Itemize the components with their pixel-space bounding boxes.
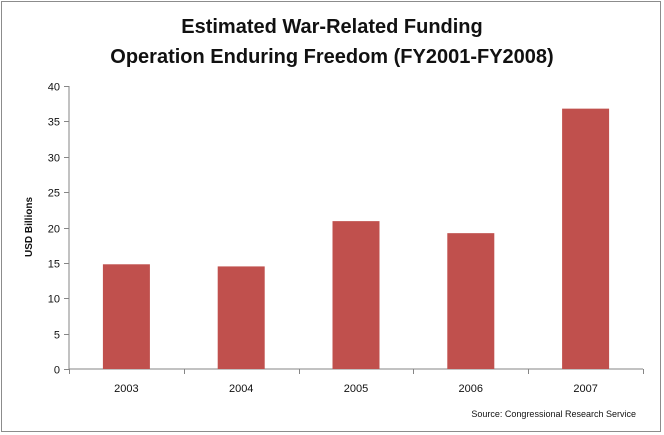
x-tick-label: 2004	[229, 383, 253, 395]
bar-2004	[217, 266, 265, 369]
bar-2005	[332, 221, 380, 369]
x-tick-label: 2005	[344, 383, 368, 395]
y-tick-label: 40	[48, 82, 60, 94]
y-tick-label: 25	[48, 188, 60, 200]
y-tick-label: 5	[54, 330, 60, 342]
y-tick-label: 30	[48, 153, 60, 165]
y-tick-label: 0	[54, 365, 60, 377]
bars	[102, 108, 610, 369]
x-tick-label: 2007	[573, 383, 597, 395]
y-tick-label: 20	[48, 224, 60, 236]
y-tick-label: 15	[48, 259, 60, 271]
tick-labels: 0 5 10 15 20 25 30 35 40 2003 2004 2005 2006 2007	[48, 82, 598, 396]
y-axis-label: USD Billions	[24, 197, 35, 257]
y-tick-label: 35	[48, 117, 60, 129]
x-tick-label: 2003	[114, 383, 138, 395]
chart-title-line2: Operation Enduring Freedom (FY2001-FY200…	[110, 46, 554, 68]
source-note: Source: Congressional Research Service	[471, 409, 636, 419]
bar-2006	[447, 233, 495, 369]
bar-2003	[102, 264, 150, 369]
chart-title-line1: Estimated War-Related Funding	[181, 16, 483, 38]
x-tick-label: 2006	[459, 383, 483, 395]
bar-2007	[562, 108, 610, 369]
y-tick-label: 10	[48, 294, 60, 306]
